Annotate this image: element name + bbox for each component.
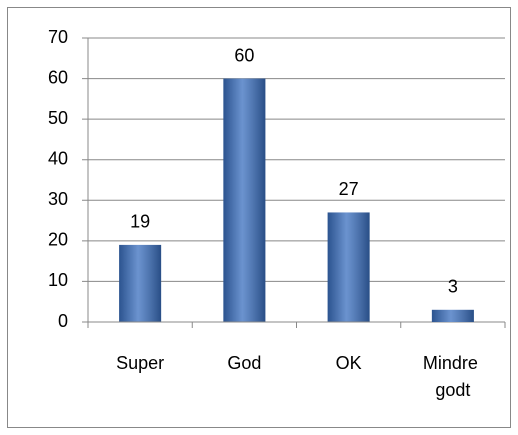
y-tick-label: 50: [48, 108, 68, 128]
y-tick-label: 0: [58, 311, 68, 331]
y-tick-label: 70: [48, 27, 68, 47]
y-tick-label: 40: [48, 148, 68, 168]
bar-shine: [119, 244, 162, 322]
x-tick-label: Super: [116, 353, 164, 373]
data-label: 27: [339, 179, 359, 199]
y-tick-label: 60: [48, 67, 68, 87]
y-tick-label: 20: [48, 230, 68, 250]
bar-shine: [327, 212, 370, 322]
bar-shine: [223, 78, 266, 322]
y-tick-label: 10: [48, 270, 68, 290]
x-tick-label: Mindre godt: [423, 353, 483, 400]
data-label: 19: [130, 212, 150, 232]
data-label: 60: [234, 45, 254, 65]
x-tick-label: God: [227, 353, 261, 373]
data-label: 3: [448, 277, 458, 297]
y-tick-label: 30: [48, 189, 68, 209]
bar-shine: [431, 309, 474, 322]
x-tick-label: OK: [336, 353, 362, 373]
